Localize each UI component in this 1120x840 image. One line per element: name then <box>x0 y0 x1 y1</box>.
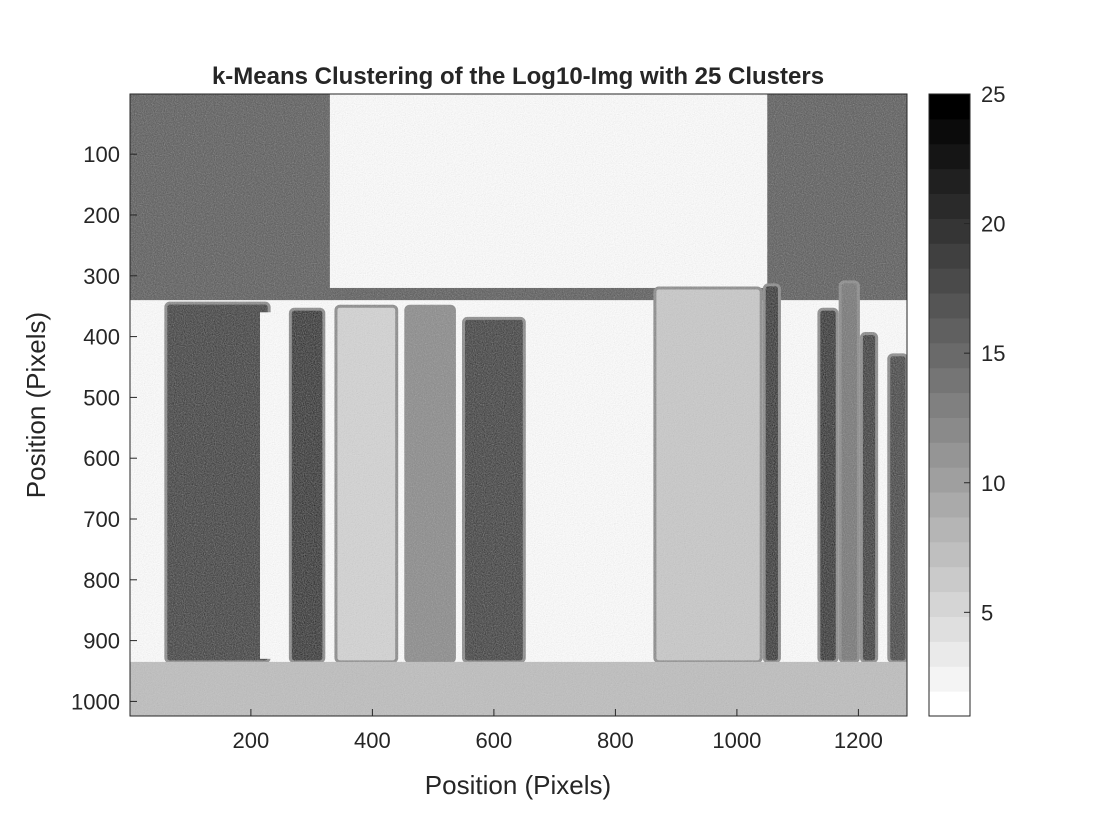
colorbar-tick-label: 15 <box>981 341 1005 366</box>
y-tick-label: 200 <box>83 203 120 228</box>
y-axis-label: Position (Pixels) <box>21 312 51 498</box>
x-axis-ticks: 200 400 600 800 1000 1200 <box>233 709 883 753</box>
colorbar-level <box>929 94 970 120</box>
colorbar-level <box>929 616 970 642</box>
colorbar-tick-label: 10 <box>981 471 1005 496</box>
heatmap-region-bottom-band <box>130 661 907 716</box>
x-tick-label: 400 <box>354 728 391 753</box>
heatmap-region-center-bright <box>530 309 652 656</box>
colorbar-level <box>929 293 970 319</box>
colorbar-level <box>929 442 970 468</box>
colorbar <box>928 93 971 717</box>
colorbar-level <box>929 143 970 170</box>
colorbar-level <box>929 268 970 294</box>
y-tick-label: 400 <box>83 325 120 350</box>
heatmap-region-strip-10 <box>838 280 860 664</box>
y-tick-label: 700 <box>83 507 120 532</box>
colorbar-level <box>929 417 970 443</box>
x-tick-label: 800 <box>597 728 634 753</box>
colorbar-level <box>929 691 970 717</box>
y-tick-label: 100 <box>83 142 120 167</box>
colorbar-ticks: 5 10 15 20 25 <box>964 82 1005 625</box>
heatmap-region-bright-top-center <box>329 94 768 288</box>
chart-title: k-Means Clustering of the Log10-Img with… <box>212 63 824 90</box>
colorbar-level <box>929 218 970 244</box>
y-tick-label: 600 <box>83 446 120 471</box>
colorbar-tick-label: 5 <box>981 600 993 625</box>
y-tick-label: 300 <box>83 264 120 289</box>
colorbar-level <box>929 392 970 418</box>
colorbar-level <box>929 516 970 543</box>
colorbar-level <box>929 243 970 269</box>
colorbar-level <box>929 118 970 145</box>
colorbar-level <box>929 467 970 493</box>
y-tick-label: 1000 <box>71 689 120 714</box>
y-tick-label: 500 <box>83 385 120 410</box>
heatmap-region-strip-9 <box>817 307 839 664</box>
plot-frame <box>129 93 908 717</box>
colorbar-level <box>929 317 970 344</box>
colorbar-level <box>929 342 970 369</box>
heatmap-region-strip-2 <box>288 307 326 664</box>
heatmap-region-strip-1 <box>164 301 271 664</box>
x-tick-label: 1000 <box>712 728 761 753</box>
heatmap-region-strip-5 <box>462 316 526 664</box>
colorbar-level <box>929 566 970 593</box>
colorbar-level <box>929 541 970 568</box>
colorbar-frame <box>928 93 971 717</box>
y-tick-label: 900 <box>83 629 120 654</box>
colorbar-level <box>929 492 970 518</box>
heatmap-region-strip-12 <box>887 353 907 664</box>
heatmap-region-gap-1 <box>260 312 285 659</box>
heatmap-region-strip-3 <box>334 304 399 664</box>
heatmap-image <box>130 94 907 716</box>
y-axis-ticks: 100 200 300 400 500 600 700 800 900 1000 <box>71 142 137 714</box>
colorbar-level <box>929 666 970 692</box>
x-tick-label: 200 <box>233 728 270 753</box>
heatmap-region-strip-8 <box>762 283 781 664</box>
x-axis-label: Position (Pixels) <box>425 770 611 800</box>
colorbar-level <box>929 193 970 219</box>
colorbar-level <box>929 367 970 394</box>
heatmap-region-strip-7 <box>653 286 763 664</box>
heatmap-region-strip-4 <box>404 304 456 664</box>
y-tick-label: 800 <box>83 568 120 593</box>
heatmap-region-strip-11 <box>859 332 879 664</box>
colorbar-level <box>929 591 970 617</box>
colorbar-tick-label: 25 <box>981 82 1005 107</box>
x-tick-label: 1200 <box>834 728 883 753</box>
x-tick-label: 600 <box>476 728 513 753</box>
colorbar-level <box>929 168 970 195</box>
colorbar-level <box>929 641 970 667</box>
colorbar-tick-label: 20 <box>981 212 1005 237</box>
